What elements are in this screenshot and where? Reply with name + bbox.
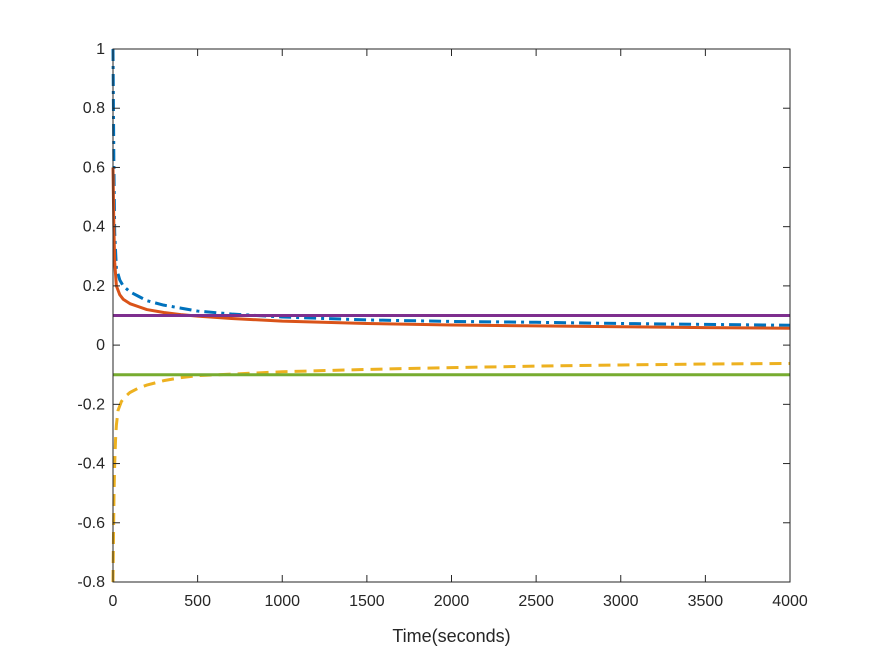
x-tick-label: 2500 [518,593,554,610]
x-tick-label: 3000 [603,593,639,610]
x-tick-label: 0 [109,593,118,610]
y-tick-label: 0.6 [83,159,105,176]
x-tick-label: 1000 [264,593,300,610]
series-line-3 [111,361,791,583]
y-tick-label: 1 [96,41,105,58]
y-tick-label: -0.8 [77,574,105,591]
series-layer [111,48,791,583]
y-tick-label: -0.2 [77,396,105,413]
y-tick-label: 0 [96,337,105,354]
y-tick-label: -0.6 [77,515,105,532]
y-tick-label: 0.2 [83,278,105,295]
x-tick-label: 500 [184,593,211,610]
x-tick-label: 4000 [772,593,808,610]
x-tick-label: 2000 [434,593,470,610]
x-tick-label: 1500 [349,593,385,610]
x-axis-ticks: 0 500 1000 1500 2000 2500 3000 3500 4000 [109,49,808,610]
series-line-1 [111,48,791,327]
x-axis-label: Time(seconds) [392,626,510,646]
y-tick-label: 0.8 [83,100,105,117]
y-tick-label: 0.4 [83,219,105,236]
y-axis-ticks: -0.8 -0.6 -0.4 -0.2 0 0.2 0.4 0.6 0.8 1 [77,41,790,591]
series-line-2 [111,167,791,330]
y-tick-label: -0.4 [77,456,105,473]
x-tick-label: 3500 [688,593,724,610]
